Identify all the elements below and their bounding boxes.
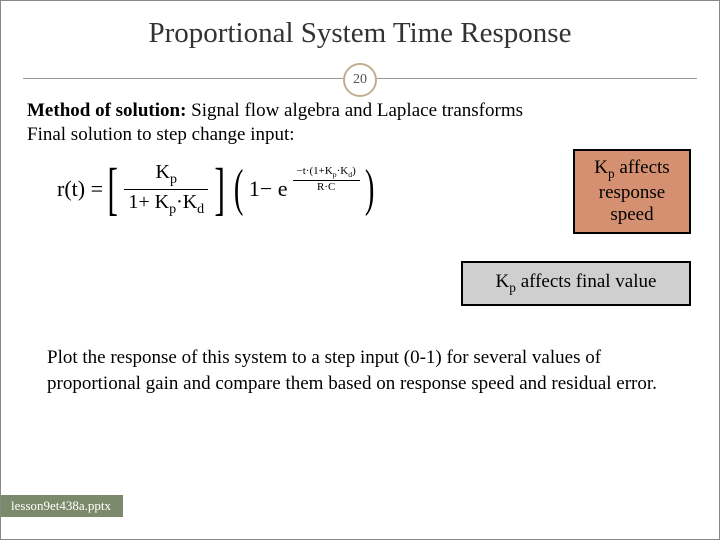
bracket-close: ] (215, 160, 226, 218)
equation: r(t) = [ Kp 1+ Kp·Kd ] ( 1− e −t·(1+Kp·K… (57, 160, 378, 219)
exp-fraction: −t·(1+Kp·Kd) R·C (293, 165, 360, 193)
page-number-circle: 20 (343, 63, 377, 97)
page-number: 20 (353, 72, 367, 88)
slide-title: Proportional System Time Response (1, 1, 719, 50)
plot-instruction: Plot the response of this system to a st… (47, 345, 673, 396)
exp-den: R·C (313, 181, 339, 193)
method-line: Method of solution: Signal flow algebra … (27, 100, 693, 122)
method-text: Signal flow algebra and Laplace transfor… (186, 100, 523, 121)
frac-num: Kp (152, 160, 181, 189)
paren-close: ) (365, 163, 375, 215)
paren-open: ( (233, 163, 243, 215)
slide: Proportional System Time Response 20 Met… (0, 0, 720, 540)
eq-main-fraction: Kp 1+ Kp·Kd (124, 160, 208, 219)
exponent: −t·(1+Kp·Kd) R·C (292, 165, 361, 193)
callout-final-value: Kp affects final value (461, 261, 691, 306)
callout-speed: Kp affects response speed (573, 149, 691, 234)
divider: 20 (1, 60, 719, 100)
callout-speed-line2: response (585, 182, 679, 204)
one-minus-e: 1− e (249, 176, 288, 202)
footer-filename: lesson9et438a.pptx (1, 495, 123, 517)
method-label: Method of solution: (27, 100, 186, 121)
final-solution-line: Final solution to step change input: (27, 124, 693, 146)
eq-lhs: r(t) = (57, 176, 103, 202)
bracket-open: [ (107, 160, 118, 218)
frac-den: 1+ Kp·Kd (124, 190, 208, 219)
callout-speed-line3: speed (585, 204, 679, 226)
exp-num: −t·(1+Kp·Kd) (293, 165, 360, 180)
callout-speed-line1: Kp affects (585, 157, 679, 182)
